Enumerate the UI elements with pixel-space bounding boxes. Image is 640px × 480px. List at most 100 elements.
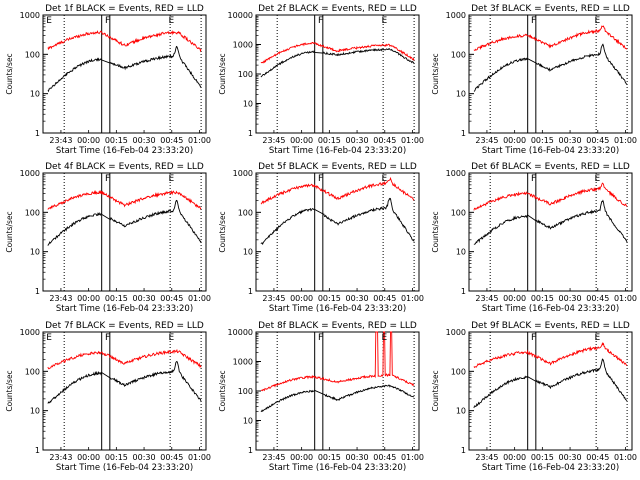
marker-f: F (531, 333, 536, 343)
y-tick-label: 100 (25, 208, 40, 217)
y-tick-label: 1000 (20, 169, 40, 178)
y-axis-label: Counts/sec (5, 53, 14, 94)
panel-det-5f: Det 5f BLACK = Events, RED = LLD 1 10 100 10… (218, 162, 424, 314)
plot-frame (255, 14, 420, 134)
y-tick-label: 1 (35, 287, 40, 296)
panel-det-6f: Det 6f BLACK = Events, RED = LLD 1 10 100 10… (431, 162, 637, 314)
x-tick-label: 23:43 (49, 294, 72, 303)
x-tick-label: 00:30 (346, 136, 369, 145)
y-tick-label: 1000 (20, 328, 40, 337)
x-axis-label: Start Time (16-Feb-04 23:33:20) (56, 304, 193, 314)
series-lld-red (473, 25, 628, 51)
x-tick-label: 00:30 (133, 136, 156, 145)
y-tick-label: 1000 (446, 328, 466, 337)
marker-f: F (318, 333, 323, 343)
panel-det-4f: Det 4f BLACK = Events, RED = LLD 1 10 100 10… (5, 162, 211, 314)
x-axis-label: Start Time (16-Feb-04 23:33:20) (56, 463, 193, 473)
x-tick-label: 01:00 (614, 136, 637, 145)
plot-frame (468, 331, 633, 451)
panel-det-2f: Det 2f BLACK = Events, RED = LLD 1 10 100 10… (218, 4, 424, 156)
x-tick-label: 01:00 (188, 294, 211, 303)
y-tick-label: 100 (25, 367, 40, 376)
marker-f: F (318, 16, 323, 26)
y-tick-label: 1 (461, 287, 466, 296)
plot-frame (42, 331, 207, 451)
x-axis-label: Start Time (16-Feb-04 23:33:20) (269, 146, 406, 156)
plot-frame (42, 14, 207, 134)
x-tick-label: 01:00 (614, 294, 637, 303)
y-tick-label: 10 (456, 248, 466, 257)
x-tick-label: 00:00 (77, 294, 100, 303)
series-events-black (260, 48, 415, 78)
x-tick-label: 00:45 (373, 136, 396, 145)
x-tick-label: 00:45 (586, 453, 609, 462)
marker-e: E (595, 16, 601, 26)
x-tick-label: 00:00 (290, 453, 313, 462)
y-tick-label: 100 (238, 70, 253, 79)
x-tick-label: 00:30 (346, 453, 369, 462)
panel-det-1f: Det 1f BLACK = Events, RED = LLD 1 10 100 10… (5, 4, 211, 156)
y-tick-label: 100 (451, 208, 466, 217)
series-lld-red (47, 189, 202, 210)
y-tick-label: 10 (456, 407, 466, 416)
x-tick-label: 00:00 (77, 136, 100, 145)
panel-title: Det 4f BLACK = Events, RED = LLD (45, 162, 204, 172)
x-tick-label: 01:00 (401, 136, 424, 145)
marker-e: E (382, 333, 388, 343)
series-lld-red (260, 176, 415, 205)
y-tick-label: 10 (30, 407, 40, 416)
x-tick-label: 23:45 (262, 294, 285, 303)
y-tick-label: 10000 (228, 11, 253, 20)
series-events-black (47, 199, 202, 246)
marker-f: F (318, 174, 323, 184)
marker-f: F (531, 16, 536, 26)
y-tick-label: 1 (461, 129, 466, 138)
series-events-black (473, 43, 628, 92)
x-tick-label: 01:00 (401, 453, 424, 462)
series-lld-red (260, 331, 415, 392)
y-tick-label: 1000 (233, 169, 253, 178)
series-events-black (473, 358, 628, 409)
y-axis-label: Counts/sec (218, 370, 227, 411)
y-axis-label: Counts/sec (431, 53, 440, 94)
series-lld-red (473, 341, 628, 369)
x-tick-label: 23:43 (49, 453, 72, 462)
y-tick-label: 100 (451, 367, 466, 376)
x-axis-label: Start Time (16-Feb-04 23:33:20) (482, 463, 619, 473)
y-axis-label: Counts/sec (5, 211, 14, 252)
y-tick-label: 100 (451, 50, 466, 59)
y-tick-label: 10000 (228, 328, 253, 337)
panel-det-9f: Det 9f BLACK = Events, RED = LLD 1 10 100 10… (431, 321, 637, 473)
y-axis-label: Counts/sec (431, 211, 440, 252)
panel-title: Det 9f BLACK = Events, RED = LLD (471, 321, 630, 331)
plot-frame (468, 14, 633, 134)
x-tick-label: 00:45 (586, 136, 609, 145)
y-axis-label: Counts/sec (5, 370, 14, 411)
x-tick-label: 00:30 (559, 453, 582, 462)
x-tick-label: 00:30 (559, 294, 582, 303)
marker-e: E (169, 174, 175, 184)
x-tick-label: 00:15 (531, 453, 554, 462)
x-tick-label: 01:00 (188, 136, 211, 145)
marker-e: E (46, 333, 52, 343)
x-tick-label: 00:00 (290, 136, 313, 145)
panel-title: Det 7f BLACK = Events, RED = LLD (45, 321, 204, 331)
plot-frame (255, 331, 420, 451)
y-tick-label: 10 (30, 248, 40, 257)
marker-e: E (382, 16, 388, 26)
y-tick-label: 1000 (233, 358, 253, 367)
y-tick-label: 10 (243, 100, 253, 109)
x-axis-label: Start Time (16-Feb-04 23:33:20) (56, 146, 193, 156)
x-tick-label: 00:15 (531, 136, 554, 145)
panel-title: Det 5f BLACK = Events, RED = LLD (258, 162, 417, 172)
panel-title: Det 2f BLACK = Events, RED = LLD (258, 4, 417, 14)
y-tick-label: 1 (461, 446, 466, 455)
marker-f: F (531, 174, 536, 184)
y-tick-label: 10 (243, 248, 253, 257)
y-tick-label: 1 (248, 287, 253, 296)
y-tick-label: 100 (238, 208, 253, 217)
panel-title: Det 1f BLACK = Events, RED = LLD (45, 4, 204, 14)
series-events-black (260, 384, 415, 413)
marker-f: F (105, 333, 110, 343)
x-tick-label: 00:45 (373, 294, 396, 303)
